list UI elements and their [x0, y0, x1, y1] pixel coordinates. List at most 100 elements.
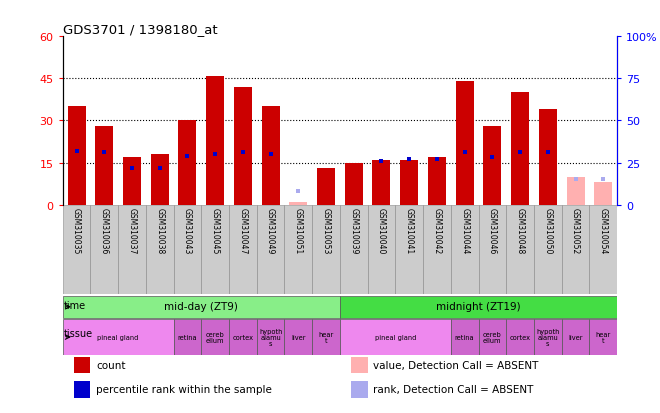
- Text: GSM310036: GSM310036: [100, 208, 109, 254]
- Text: midnight (ZT19): midnight (ZT19): [436, 301, 521, 311]
- Bar: [478, 319, 506, 355]
- Text: hear
t: hear t: [318, 331, 334, 343]
- Text: hear
t: hear t: [595, 331, 611, 343]
- Bar: [589, 205, 617, 294]
- Text: time: time: [63, 301, 86, 311]
- Text: liver: liver: [568, 334, 583, 340]
- Text: GSM310044: GSM310044: [460, 208, 469, 254]
- Text: cereb
ellum: cereb ellum: [206, 331, 224, 343]
- Bar: [284, 319, 312, 355]
- Bar: [74, 357, 90, 373]
- Bar: [566, 177, 585, 205]
- Bar: [206, 76, 224, 205]
- Bar: [451, 205, 478, 294]
- Bar: [234, 88, 252, 205]
- Text: GSM310043: GSM310043: [183, 208, 192, 254]
- Bar: [562, 205, 589, 294]
- Text: GDS3701 / 1398180_at: GDS3701 / 1398180_at: [63, 23, 217, 36]
- Bar: [201, 205, 229, 294]
- Bar: [257, 205, 284, 294]
- Bar: [174, 319, 201, 355]
- Bar: [63, 296, 340, 318]
- Bar: [589, 319, 617, 355]
- Bar: [562, 319, 589, 355]
- Bar: [340, 319, 451, 355]
- Text: liver: liver: [291, 334, 306, 340]
- Text: GSM310042: GSM310042: [432, 208, 442, 254]
- Bar: [506, 205, 534, 294]
- Bar: [95, 127, 114, 205]
- Text: cortex: cortex: [232, 334, 253, 340]
- Bar: [428, 157, 446, 205]
- Bar: [118, 205, 146, 294]
- Text: mid-day (ZT9): mid-day (ZT9): [164, 301, 238, 311]
- Text: value, Detection Call = ABSENT: value, Detection Call = ABSENT: [373, 361, 539, 370]
- Bar: [289, 202, 308, 205]
- Bar: [257, 319, 284, 355]
- Bar: [123, 157, 141, 205]
- Text: hypoth
alamu
s: hypoth alamu s: [259, 328, 282, 347]
- Bar: [368, 205, 395, 294]
- Text: count: count: [96, 361, 125, 370]
- Text: GSM310051: GSM310051: [294, 208, 303, 254]
- Bar: [63, 205, 90, 294]
- Text: rank, Detection Call = ABSENT: rank, Detection Call = ABSENT: [373, 385, 533, 394]
- Bar: [534, 319, 562, 355]
- Bar: [345, 163, 363, 205]
- Bar: [284, 205, 312, 294]
- Bar: [150, 155, 169, 205]
- Text: pineal gland: pineal gland: [98, 334, 139, 340]
- Bar: [340, 205, 368, 294]
- Bar: [455, 82, 474, 205]
- Text: hypoth
alamu
s: hypoth alamu s: [536, 328, 560, 347]
- Bar: [229, 205, 257, 294]
- Text: percentile rank within the sample: percentile rank within the sample: [96, 385, 272, 394]
- Bar: [594, 183, 612, 205]
- Bar: [351, 382, 368, 398]
- Bar: [146, 205, 174, 294]
- Bar: [317, 169, 335, 205]
- Bar: [372, 160, 391, 205]
- Bar: [261, 107, 280, 205]
- Bar: [340, 296, 617, 318]
- Bar: [483, 127, 502, 205]
- Text: GSM310054: GSM310054: [599, 208, 608, 254]
- Bar: [534, 205, 562, 294]
- Bar: [67, 107, 86, 205]
- Text: GSM310040: GSM310040: [377, 208, 386, 254]
- Text: GSM310052: GSM310052: [571, 208, 580, 254]
- Text: GSM310053: GSM310053: [321, 208, 331, 254]
- Text: GSM310047: GSM310047: [238, 208, 248, 254]
- Bar: [506, 319, 534, 355]
- Text: pineal gland: pineal gland: [375, 334, 416, 340]
- Text: GSM310038: GSM310038: [155, 208, 164, 254]
- Bar: [229, 319, 257, 355]
- Bar: [511, 93, 529, 205]
- Text: GSM310037: GSM310037: [127, 208, 137, 254]
- Text: GSM310050: GSM310050: [543, 208, 552, 254]
- Text: tissue: tissue: [63, 329, 92, 339]
- Bar: [400, 160, 418, 205]
- Bar: [351, 357, 368, 373]
- Text: retina: retina: [178, 334, 197, 340]
- Bar: [395, 205, 423, 294]
- Text: GSM310039: GSM310039: [349, 208, 358, 254]
- Text: GSM310045: GSM310045: [211, 208, 220, 254]
- Text: cortex: cortex: [510, 334, 531, 340]
- Bar: [174, 205, 201, 294]
- Text: GSM310041: GSM310041: [405, 208, 414, 254]
- Text: GSM310046: GSM310046: [488, 208, 497, 254]
- Text: GSM310035: GSM310035: [72, 208, 81, 254]
- Bar: [451, 319, 478, 355]
- Bar: [201, 319, 229, 355]
- Bar: [312, 205, 340, 294]
- Bar: [63, 319, 174, 355]
- Bar: [312, 319, 340, 355]
- Bar: [74, 382, 90, 398]
- Text: GSM310048: GSM310048: [515, 208, 525, 254]
- Bar: [178, 121, 197, 205]
- Text: cereb
ellum: cereb ellum: [483, 331, 502, 343]
- Bar: [90, 205, 118, 294]
- Text: GSM310049: GSM310049: [266, 208, 275, 254]
- Text: retina: retina: [455, 334, 475, 340]
